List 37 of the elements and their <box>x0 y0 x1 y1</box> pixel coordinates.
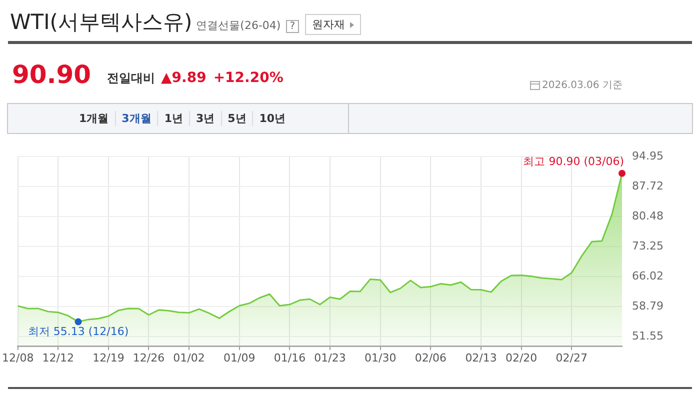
x-tick-label: 02/20 <box>505 351 538 364</box>
text: 90.90 <box>12 60 92 89</box>
text: +12.20% <box>213 70 284 86</box>
text: 2026.03.06 기준 <box>542 79 622 92</box>
text: 10년 <box>252 111 292 126</box>
text: 3년 <box>188 111 221 126</box>
annotation: 최저 55.13 (12/16) <box>28 325 129 338</box>
text: 원자재 <box>305 14 362 35</box>
y-tick-label: 58.79 <box>632 299 664 312</box>
chart-title: WTI(서부텍사스유) <box>10 9 192 36</box>
annotation: 최고 90.90 (03/06) <box>523 154 624 168</box>
y-tick-label: 73.25 <box>632 239 664 252</box>
x-tick-label: 12/12 <box>42 351 74 364</box>
x-tick-label: 02/27 <box>556 351 588 364</box>
x-tick-label: 01/23 <box>314 351 346 364</box>
text: 3개월 <box>114 111 158 126</box>
text: 1개월 <box>78 111 110 126</box>
x-tick-label: 12/19 <box>92 351 124 364</box>
x-tick-label: 12/26 <box>132 351 165 364</box>
x-tick-label: 12/08 <box>2 351 34 364</box>
text: 전일대비 <box>107 70 155 87</box>
y-tick-label: 51.55 <box>632 330 664 343</box>
y-tick-label: 66.02 <box>632 269 664 282</box>
text: 1년 <box>157 111 189 126</box>
x-tick-label: 01/09 <box>224 351 256 364</box>
x-tick-label: 01/16 <box>274 351 306 364</box>
text: 5년 <box>220 111 252 126</box>
y-tick-label: 80.48 <box>632 209 664 222</box>
x-tick-label: 01/30 <box>364 351 396 364</box>
y-tick-label: 87.72 <box>632 179 664 192</box>
chart-subtitle: 연결선물(26-04) <box>196 18 281 33</box>
text: ▲9.89 <box>161 70 206 86</box>
x-tick-label: 02/06 <box>414 351 447 364</box>
y-tick-label: 94.95 <box>632 149 664 162</box>
x-tick-label: 02/13 <box>465 351 497 364</box>
text: ? <box>286 20 300 33</box>
x-tick-label: 01/02 <box>173 351 205 364</box>
